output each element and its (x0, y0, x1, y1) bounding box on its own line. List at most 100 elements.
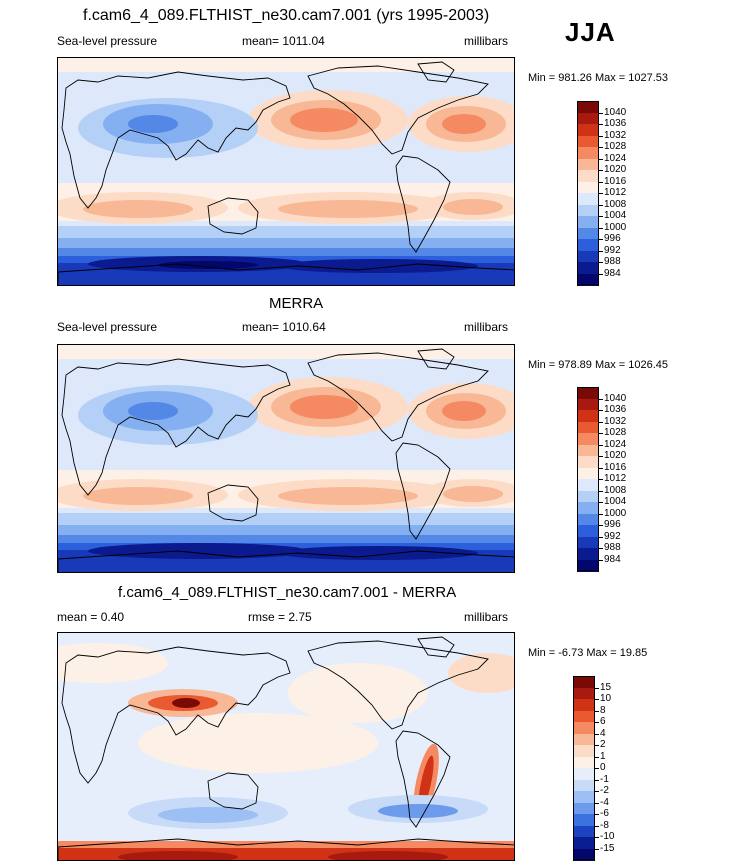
colorbar-label: 996 (604, 233, 621, 244)
colorbar-swatch (577, 536, 599, 549)
map0-coastline (307, 65, 489, 155)
colorbar-swatch (577, 467, 599, 480)
colorbar-swatch (573, 779, 595, 792)
map0-coastline (61, 71, 291, 209)
map1-coastline (207, 484, 259, 522)
colorbar-swatch (577, 158, 599, 171)
colorbar-label: -8 (600, 819, 609, 831)
colorbar-swatch (577, 239, 599, 251)
colorbar-label: 1008 (604, 484, 627, 496)
colorbar-swatch (573, 814, 595, 826)
colorbar-swatch (577, 250, 599, 263)
colorbar-swatch (577, 262, 599, 274)
map2-coastline (207, 772, 259, 810)
map1-coastline (395, 442, 451, 540)
colorbar-swatch (577, 135, 599, 148)
colorbar-swatch (577, 273, 599, 286)
slp-model-map (57, 57, 515, 286)
mean-label: mean= 1010.64 (242, 320, 326, 334)
map1-coastline (307, 352, 489, 442)
colorbar-label: 6 (600, 716, 606, 727)
colorbar-label: 992 (604, 530, 621, 542)
colorbar-label: 1008 (604, 198, 627, 210)
colorbar-label: 1036 (604, 404, 627, 415)
colorbar-label: -15 (600, 842, 615, 854)
colorbar-label: 1012 (604, 187, 627, 198)
colorbar-swatch (573, 756, 595, 769)
colorbar-label: 1040 (604, 392, 627, 404)
colorbar-swatch (577, 456, 599, 468)
colorbar-swatch (573, 699, 595, 711)
colorbar-label: 1016 (604, 175, 627, 187)
map1-coastline (58, 550, 514, 572)
colorbar: 15 10 8 6 4 2 1 0 -1 -2 -4 -6 -8 -10 -15 (573, 676, 633, 861)
min-max-label: Min = -6.73 Max = 19.85 (528, 647, 648, 659)
colorbar-swatch (577, 525, 599, 537)
diff-panel-title: f.cam6_4_089.FLTHIST_ne30.cam7.001 - MER… (118, 584, 457, 601)
colorbar-swatch (577, 227, 599, 240)
diff-mean-label: mean = 0.40 (57, 610, 125, 624)
colorbar-label: 984 (604, 553, 621, 565)
units-label: millibars (464, 34, 509, 48)
colorbar-label: 984 (604, 267, 621, 279)
colorbar-label: 1020 (604, 164, 627, 175)
season-label: JJA (565, 17, 616, 47)
colorbar-label: 1040 (604, 106, 627, 118)
colorbar-label: 1012 (604, 473, 627, 484)
map0-coastline (207, 197, 259, 235)
colorbar: 1040 1036 1032 1028 1024 1020 1016 1012 1008 1004… (577, 101, 637, 286)
colorbar-swatch (577, 101, 599, 113)
colorbar-swatch (577, 204, 599, 217)
colorbar-swatch (577, 490, 599, 503)
colorbar-label: 1004 (604, 496, 627, 507)
colorbar-label: 1032 (604, 415, 627, 427)
colorbar-swatch (577, 147, 599, 159)
colorbar-swatch (577, 513, 599, 526)
colorbar-label: -10 (600, 831, 615, 842)
rmse-label: rmse = 2.75 (248, 610, 312, 624)
colorbar-label: 1000 (604, 221, 627, 233)
slp-merra-map (57, 344, 515, 573)
colorbar-label: 1004 (604, 210, 627, 221)
mean-label: mean= 1011.04 (242, 34, 325, 48)
colorbar: 1040 1036 1032 1028 1024 1020 1016 1012 1008 1004… (577, 387, 637, 572)
colorbar-swatch (577, 170, 599, 182)
colorbar-swatch (577, 502, 599, 514)
colorbar-swatch (573, 745, 595, 757)
colorbar-label: 10 (600, 693, 612, 704)
colorbar-swatch (573, 710, 595, 723)
colorbar-label: 1028 (604, 427, 627, 438)
min-max-label: Min = 978.89 Max = 1026.45 (528, 359, 669, 371)
colorbar-swatch (573, 676, 595, 688)
colorbar-swatch (577, 124, 599, 136)
map1-coastline (417, 348, 455, 370)
colorbar-swatch (577, 433, 599, 445)
colorbar-label: 992 (604, 244, 621, 256)
colorbar-label: 996 (604, 519, 621, 530)
colorbar-swatch (577, 398, 599, 411)
colorbar-swatch (573, 791, 595, 803)
colorbar-label: 4 (600, 727, 606, 739)
colorbar-swatch (577, 181, 599, 194)
map0-coastline (395, 155, 451, 253)
colorbar-label: 1036 (604, 118, 627, 129)
colorbar-swatch (577, 387, 599, 399)
colorbar-label: 2 (600, 739, 606, 750)
colorbar-label: 15 (600, 681, 612, 693)
units-label: millibars (464, 320, 509, 334)
colorbar-label: 8 (600, 704, 606, 716)
colorbar-swatch (577, 559, 599, 572)
colorbar-swatch (577, 216, 599, 228)
colorbar-swatch (573, 722, 595, 734)
colorbar-label: 0 (600, 762, 606, 773)
colorbar-label: 1000 (604, 507, 627, 519)
map2-coastline (58, 838, 514, 860)
colorbar-swatch (573, 802, 595, 815)
colorbar-swatch (573, 848, 595, 861)
colorbar-swatch (573, 733, 595, 746)
colorbar-label: 1024 (604, 438, 627, 450)
colorbar-label: 988 (604, 256, 621, 267)
colorbar-swatch (577, 193, 599, 205)
map2-coastline (417, 636, 455, 658)
colorbar-swatch (573, 768, 595, 780)
